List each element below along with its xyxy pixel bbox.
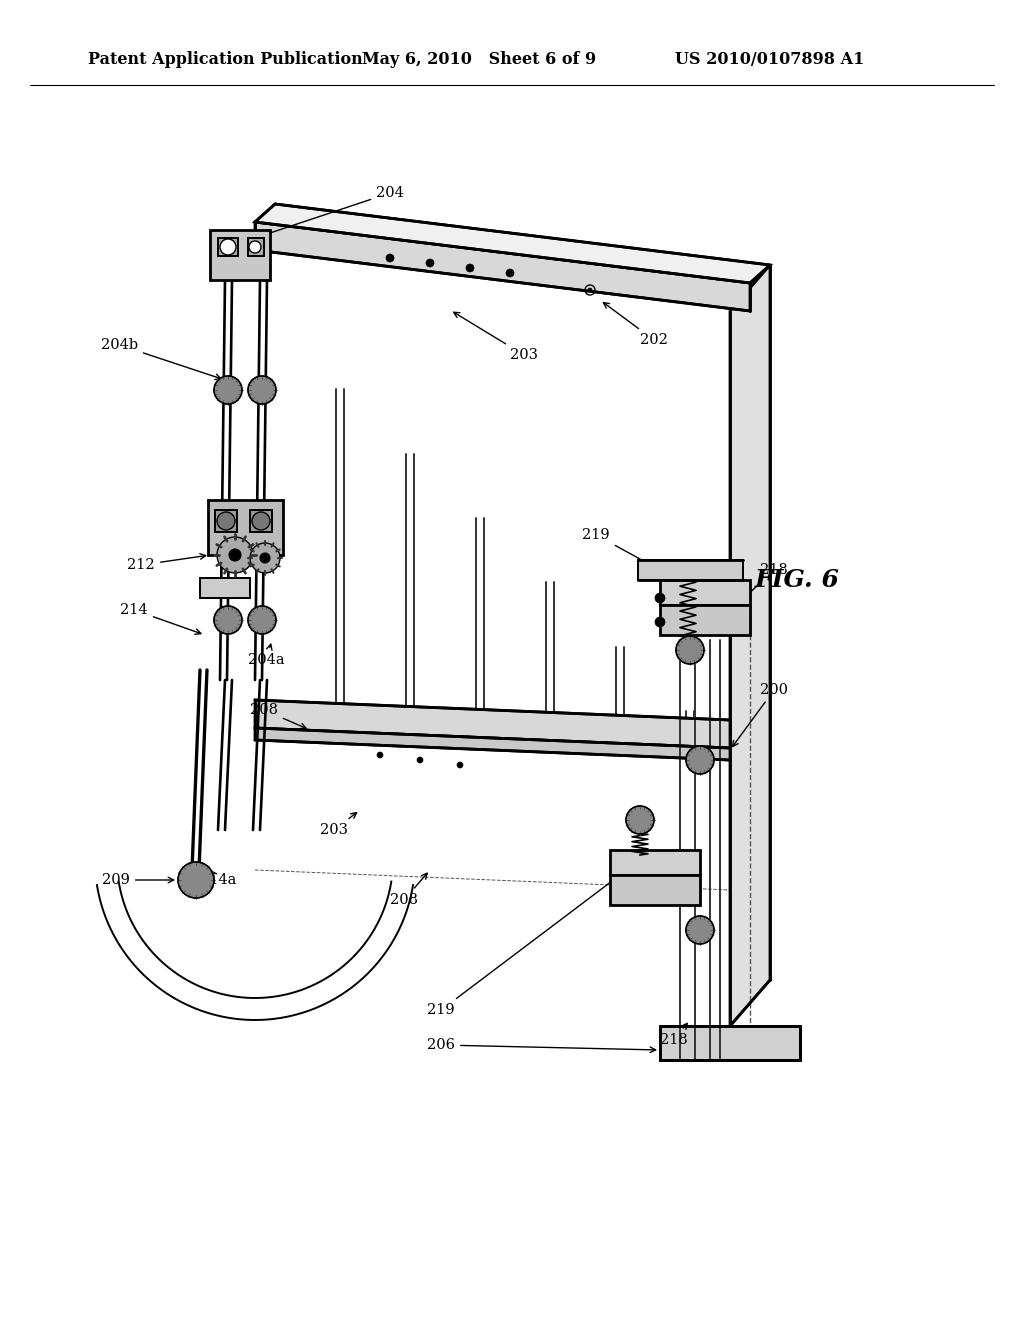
Circle shape bbox=[248, 376, 276, 404]
Circle shape bbox=[178, 862, 214, 898]
Polygon shape bbox=[730, 265, 770, 1026]
Polygon shape bbox=[255, 729, 730, 760]
Circle shape bbox=[457, 762, 463, 768]
Text: May 6, 2010   Sheet 6 of 9: May 6, 2010 Sheet 6 of 9 bbox=[362, 51, 596, 69]
Circle shape bbox=[377, 752, 383, 758]
Circle shape bbox=[686, 916, 714, 944]
Text: 204b: 204b bbox=[101, 338, 221, 380]
Text: 204a: 204a bbox=[248, 644, 285, 667]
Circle shape bbox=[248, 606, 276, 634]
Circle shape bbox=[260, 553, 270, 564]
Polygon shape bbox=[255, 205, 770, 282]
Bar bbox=[638, 560, 743, 579]
Polygon shape bbox=[660, 1026, 800, 1060]
Circle shape bbox=[217, 512, 234, 531]
Circle shape bbox=[214, 606, 242, 634]
Circle shape bbox=[220, 239, 236, 255]
Text: 212: 212 bbox=[127, 553, 206, 572]
Circle shape bbox=[655, 593, 665, 603]
Text: 218: 218 bbox=[660, 1023, 688, 1047]
Circle shape bbox=[676, 636, 705, 664]
Circle shape bbox=[214, 376, 242, 404]
Bar bbox=[208, 500, 283, 554]
Circle shape bbox=[588, 288, 592, 292]
Bar bbox=[250, 510, 272, 532]
Circle shape bbox=[249, 242, 261, 253]
Text: 218: 218 bbox=[745, 564, 787, 597]
Circle shape bbox=[252, 512, 270, 531]
Circle shape bbox=[686, 746, 714, 774]
Bar bbox=[248, 238, 264, 256]
Bar bbox=[200, 578, 250, 598]
Circle shape bbox=[386, 253, 394, 261]
Circle shape bbox=[626, 807, 654, 834]
Text: 202: 202 bbox=[603, 302, 668, 347]
Text: 206: 206 bbox=[427, 1038, 655, 1052]
Bar bbox=[218, 238, 238, 256]
Bar bbox=[610, 850, 700, 875]
Bar bbox=[660, 579, 750, 605]
Polygon shape bbox=[255, 222, 750, 312]
Text: 214a: 214a bbox=[200, 870, 237, 887]
Circle shape bbox=[426, 259, 434, 267]
Circle shape bbox=[250, 543, 280, 573]
Text: 219: 219 bbox=[583, 528, 656, 568]
Text: 208: 208 bbox=[390, 874, 427, 907]
Circle shape bbox=[417, 756, 423, 763]
Bar bbox=[610, 875, 700, 906]
Text: 219: 219 bbox=[427, 878, 616, 1016]
Text: FIG. 6: FIG. 6 bbox=[755, 568, 840, 591]
Text: 200: 200 bbox=[732, 682, 788, 747]
Bar bbox=[215, 510, 237, 532]
Bar bbox=[660, 605, 750, 635]
Bar bbox=[210, 230, 270, 280]
Circle shape bbox=[466, 264, 474, 272]
Text: 208: 208 bbox=[250, 704, 306, 729]
Circle shape bbox=[229, 549, 241, 561]
Circle shape bbox=[655, 616, 665, 627]
Circle shape bbox=[506, 269, 514, 277]
Text: US 2010/0107898 A1: US 2010/0107898 A1 bbox=[675, 51, 864, 69]
Text: Patent Application Publication: Patent Application Publication bbox=[88, 51, 362, 69]
Circle shape bbox=[217, 537, 253, 573]
Text: 204: 204 bbox=[259, 186, 403, 238]
Polygon shape bbox=[255, 700, 730, 748]
Text: 203: 203 bbox=[454, 313, 538, 362]
Text: 209: 209 bbox=[102, 873, 174, 887]
Text: 203: 203 bbox=[319, 813, 356, 837]
Text: 214: 214 bbox=[121, 603, 201, 635]
